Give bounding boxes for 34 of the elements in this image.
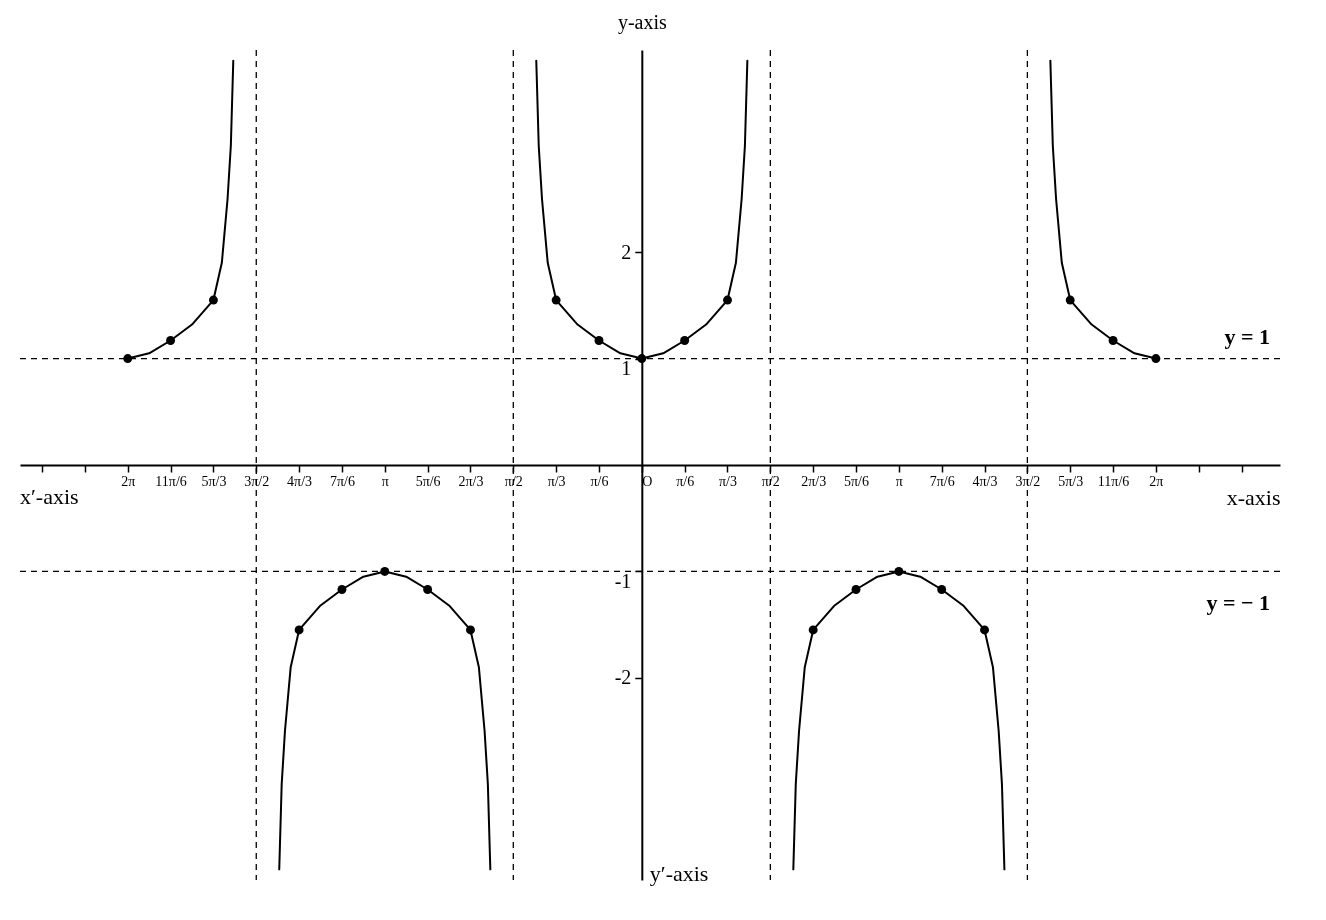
x-tick-label: 7π/6 — [329, 473, 355, 489]
x-tick-label: π/3 — [547, 473, 566, 489]
annotation: x′-axis — [20, 484, 79, 509]
x-tick-label: O — [642, 473, 653, 489]
x-tick-label: π/2 — [504, 473, 523, 489]
x-tick-label: 2π/3 — [458, 473, 484, 489]
x-tick-label: 5π/3 — [1058, 473, 1084, 489]
x-tick-label: 7π/6 — [929, 473, 955, 489]
x-tick-label: 4π/3 — [972, 473, 998, 489]
y-tick-label: 1 — [621, 357, 632, 380]
x-tick-label: 2π/3 — [801, 473, 827, 489]
x-tick-label: π/3 — [719, 473, 737, 489]
y-tick-label: -2 — [614, 666, 632, 689]
x-tick-label: 5π/6 — [415, 473, 441, 489]
y-tick-label: -1 — [614, 569, 632, 592]
x-tick-label: π — [381, 473, 389, 489]
x-tick-label: 5π/3 — [201, 473, 227, 489]
x-tick-label: 11π/6 — [155, 473, 187, 489]
y-tick-label: 2 — [621, 240, 632, 263]
x-tick-label: π — [895, 473, 903, 489]
x-tick-label: π/6 — [590, 473, 609, 489]
x-tick-label: 3π/2 — [244, 473, 270, 489]
ref-line-label: y = − 1 — [1206, 590, 1270, 616]
x-tick-label: π/2 — [761, 473, 780, 489]
x-tick-label: 2π — [1149, 473, 1164, 489]
x-tick-label: π/6 — [676, 473, 695, 489]
x-axis-title: x-axis — [1226, 484, 1281, 510]
y-axis-title: y-axis — [617, 10, 667, 34]
x-tick-label: 11π/6 — [1097, 473, 1130, 489]
ref-line-label: y = 1 — [1224, 323, 1270, 349]
x-tick-label: 4π/3 — [287, 473, 313, 489]
annotation: y′-axis — [649, 861, 709, 886]
x-tick-label: 2π — [121, 473, 136, 489]
x-tick-label: 5π/6 — [844, 473, 869, 489]
